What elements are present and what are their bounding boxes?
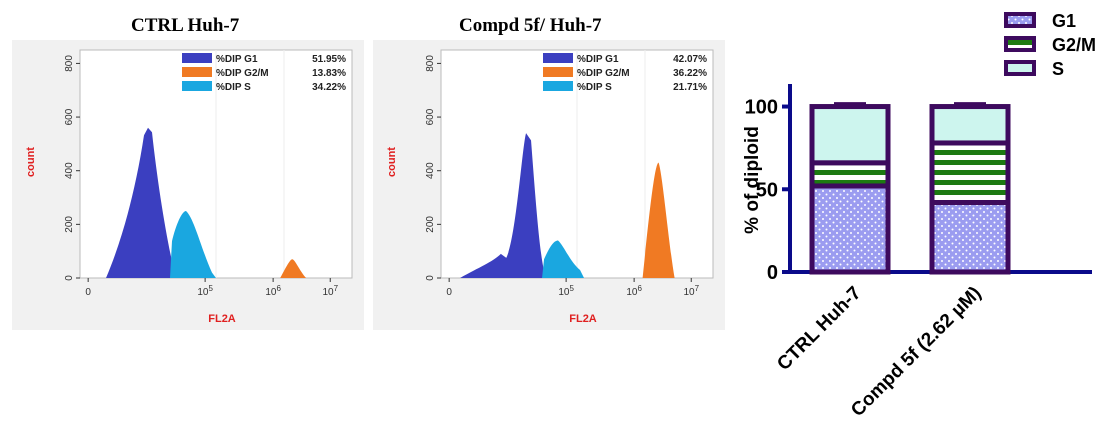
bar-segment-s xyxy=(809,104,891,166)
x-tick-label: 106 xyxy=(626,284,642,298)
x-tick-label: 105 xyxy=(558,284,574,298)
y-axis-label: count xyxy=(25,147,37,177)
legend-label: %DIP S xyxy=(216,82,251,93)
legend-value: 13.83% xyxy=(312,68,346,79)
y-tick-label: 400 xyxy=(64,162,75,179)
x-tick-label: 106 xyxy=(265,284,281,298)
g1-peak xyxy=(460,133,547,278)
x-tick-label: 107 xyxy=(683,284,699,298)
category-label: CTRL Huh-7 xyxy=(773,283,865,375)
x-axis-label: FL2A xyxy=(569,313,597,325)
s-phase-area xyxy=(542,240,585,278)
y-tick-label: 800 xyxy=(64,55,75,72)
bar-segment-g1 xyxy=(809,183,891,275)
legend-swatch xyxy=(182,81,212,91)
legend-label: %DIP G2/M xyxy=(577,68,630,79)
legend-swatch xyxy=(543,81,573,91)
legend-value: 21.71% xyxy=(673,82,707,93)
y-tick-label: 400 xyxy=(425,162,436,179)
legend-label: S xyxy=(1052,59,1064,79)
legend-label: %DIP S xyxy=(577,82,612,93)
y-axis-label: count xyxy=(386,147,398,177)
y-tick-label: 0 xyxy=(767,262,778,284)
legend-swatch xyxy=(543,53,573,63)
legend-value: 42.07% xyxy=(673,54,707,65)
y-tick-label: 600 xyxy=(64,108,75,125)
y-tick-label: 800 xyxy=(425,55,436,72)
legend-swatch xyxy=(182,53,212,63)
x-tick-label: 107 xyxy=(322,284,338,298)
y-tick-label: 0 xyxy=(64,275,75,281)
s-phase-area xyxy=(170,210,216,278)
legend-swatch xyxy=(1004,12,1036,28)
panel2-title: Compd 5f/ Huh-7 xyxy=(459,15,602,36)
y-tick-label: 0 xyxy=(425,275,436,281)
g2m-peak xyxy=(642,162,675,278)
x-tick-label: 0 xyxy=(85,287,91,298)
legend-label: %DIP G1 xyxy=(577,54,619,65)
y-tick-label: 200 xyxy=(425,216,436,233)
bar-segment-g1 xyxy=(929,200,1011,275)
histogram-compd: 0 200 400 600 800 0 105 106 107 FL2A count %DIP G1 4… xyxy=(373,40,725,330)
legend-value: 36.22% xyxy=(673,68,707,79)
y-tick-label: 50 xyxy=(756,179,778,201)
category-label: Compd 5f (2.62 µM) xyxy=(847,283,985,421)
x-axis-label: FL2A xyxy=(208,313,236,325)
y-axis-label: % of diploid xyxy=(742,126,763,234)
legend-swatch xyxy=(182,67,212,77)
histogram-ctrl: 0 200 400 600 800 0 105 106 107 FL2A count %DIP G1 5… xyxy=(12,40,364,330)
legend-label: %DIP G1 xyxy=(216,54,258,65)
legend-swatch xyxy=(543,67,573,77)
y-tick-label: 100 xyxy=(745,97,778,119)
legend-swatch xyxy=(1004,60,1036,76)
g1-peak xyxy=(106,127,176,278)
legend-swatch xyxy=(1004,36,1036,52)
legend-label: %DIP G2/M xyxy=(216,68,269,79)
y-tick-label: 200 xyxy=(64,216,75,233)
legend-label: G2/M xyxy=(1052,35,1096,55)
legend-label: G1 xyxy=(1052,11,1076,31)
panel1-title: CTRL Huh-7 xyxy=(131,15,240,36)
bar-segment-g2m xyxy=(809,160,891,189)
bar-segment-g2m xyxy=(929,140,1011,206)
x-tick-label: 0 xyxy=(446,287,452,298)
g2m-peak xyxy=(280,259,307,278)
legend-value: 34.22% xyxy=(312,82,346,93)
bar-segment-s xyxy=(929,104,1011,146)
y-tick-label: 600 xyxy=(425,108,436,125)
legend-value: 51.95% xyxy=(312,54,346,65)
x-tick-label: 105 xyxy=(197,284,213,298)
